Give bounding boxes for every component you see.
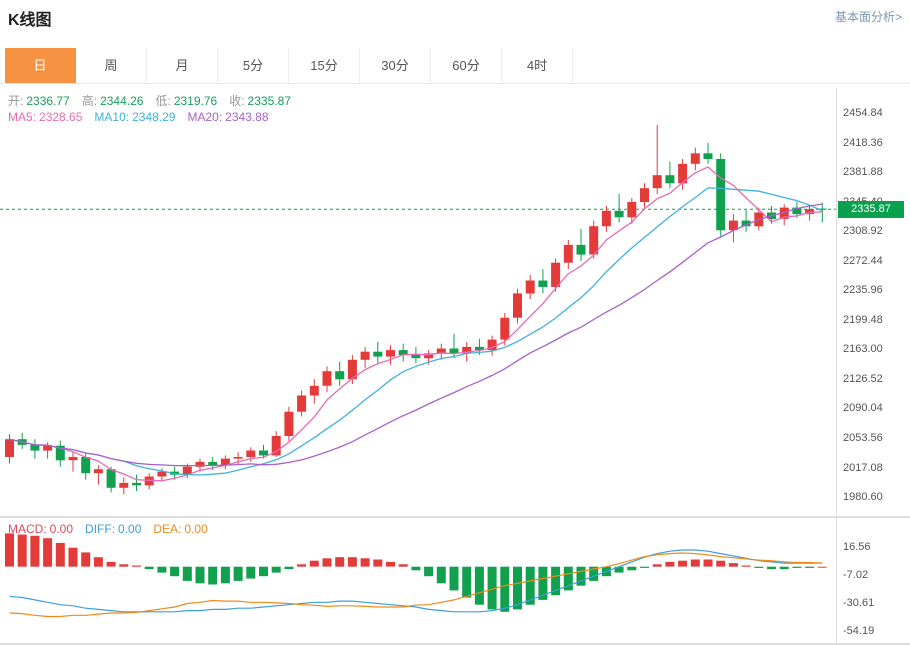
axis-label: 2272.44 (843, 254, 883, 267)
axis-label: -54.19 (843, 625, 875, 637)
legend-item: DIFF: 0.00 (85, 522, 142, 536)
legend-item: MA5: 2328.65 (8, 110, 83, 124)
legend-item: 低: 2319.76 (155, 94, 218, 108)
axis-label: 2053.56 (843, 431, 883, 444)
tab-周[interactable]: 周 (76, 48, 147, 83)
axis-label: 1980.60 (843, 491, 883, 503)
bottom-divider (0, 643, 910, 645)
axis-label: 2126.52 (843, 372, 883, 385)
tab-30分[interactable]: 30分 (360, 48, 431, 83)
header: K线图 基本面分析> (0, 0, 910, 40)
tab-15分[interactable]: 15分 (289, 48, 360, 83)
axis-label: 2454.84 (843, 107, 883, 119)
ma-legend: MA5: 2328.65 MA10: 2348.29 MA20: 2343.88 (8, 110, 281, 124)
tab-5分[interactable]: 5分 (218, 48, 289, 83)
legend-item: 高: 2344.26 (81, 94, 144, 108)
tab-4时[interactable]: 4时 (502, 48, 573, 83)
axis-label: 2199.48 (843, 313, 883, 326)
axis-label: -30.61 (843, 597, 875, 609)
axis-label: 2235.96 (843, 284, 883, 297)
panel-divider (0, 516, 910, 518)
macd-legend: MACD: 0.00 DIFF: 0.00 DEA: 0.00 (8, 522, 220, 536)
timeframe-tabs: 日周月 5分 15分 30分 60分 4时 (0, 48, 910, 84)
legend-item: MACD: 0.00 (8, 522, 74, 536)
axis-label: 2418.36 (843, 136, 883, 149)
axis-label: 2381.88 (843, 166, 883, 179)
axis-label: 2017.08 (843, 461, 883, 474)
page-title: K线图 (8, 12, 52, 29)
axis-label: 2090.04 (843, 402, 883, 415)
axis-label: -7.02 (843, 569, 869, 581)
tab-60分[interactable]: 60分 (431, 48, 502, 83)
axis-label: 16.56 (843, 541, 871, 553)
current-price-tag: 2335.87 (838, 201, 904, 219)
tab-月[interactable]: 月 (147, 48, 218, 83)
axis-label: 2308.92 (843, 225, 883, 238)
ohlc-legend: 开: 2336.77 高: 2344.26 低: 2319.76 收: 2335.87 (8, 92, 303, 109)
fundamental-analysis-link[interactable]: 基本面分析> (834, 10, 902, 24)
axis-label: 2163.00 (843, 343, 883, 356)
legend-item: MA10: 2348.29 (94, 110, 176, 124)
tab-日[interactable]: 日 (5, 48, 76, 83)
legend-item: DEA: 0.00 (153, 522, 208, 536)
legend-item: 收: 2335.87 (229, 94, 291, 108)
legend-item: MA20: 2343.88 (187, 110, 269, 124)
legend-item: 开: 2336.77 (8, 94, 70, 108)
price-axis: 2335.87 2454.842418.362381.882345.402308… (836, 88, 910, 645)
